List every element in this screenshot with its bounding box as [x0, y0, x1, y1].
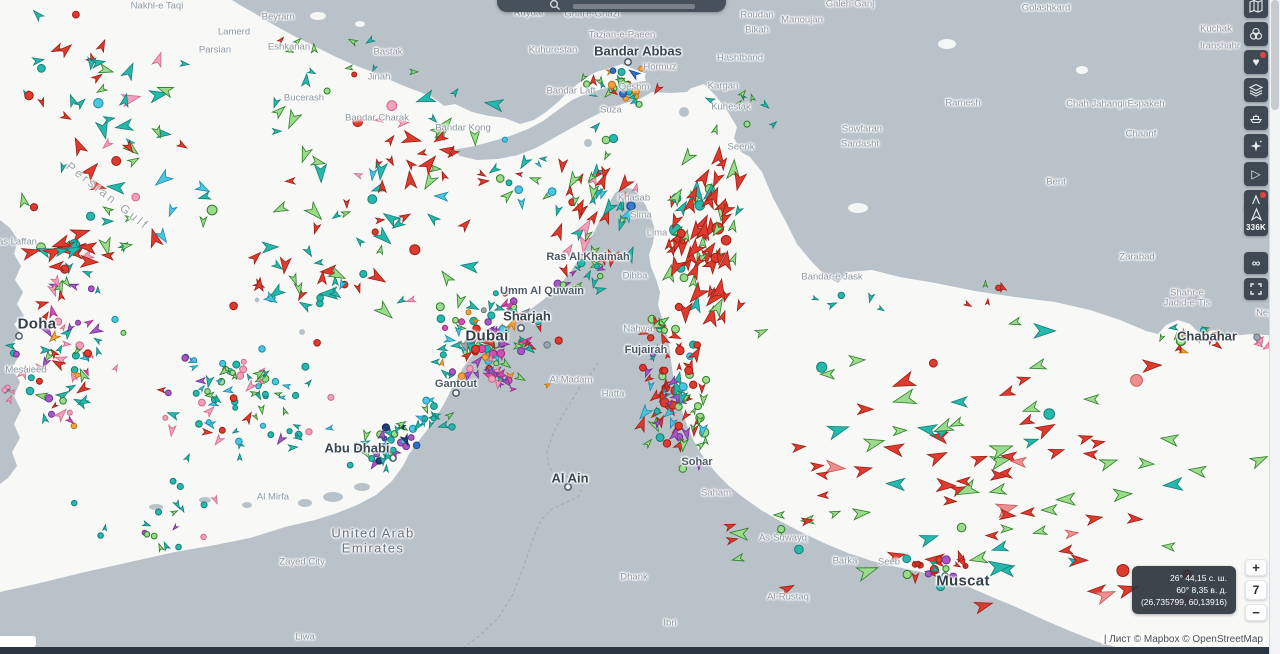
- island: [354, 483, 370, 491]
- blend-layers-button[interactable]: [1244, 22, 1268, 46]
- island: [299, 329, 305, 335]
- island: [199, 497, 211, 503]
- decimal-coordinates: (26,735799, 60,13916): [1140, 597, 1227, 607]
- cursor-arrow-icon: [1250, 207, 1262, 222]
- vessel-count: 336K: [1246, 223, 1266, 232]
- search-input[interactable]: [573, 4, 695, 9]
- zoom-in-button[interactable]: +: [1245, 559, 1267, 576]
- heart-icon: ♥: [1252, 55, 1260, 69]
- layers-icon: [1248, 83, 1264, 97]
- map-book-icon: [1249, 0, 1263, 13]
- map-book-button[interactable]: [1244, 0, 1268, 18]
- map-toolbar: ♥ ▷: [1244, 0, 1268, 214]
- island: [323, 492, 343, 502]
- chabahar-vessel: [1175, 335, 1187, 347]
- coordinates-readout: 26° 44,15 с. ш. 60° 8,35 в. д. (26,73579…: [1131, 566, 1236, 614]
- island: [298, 499, 312, 507]
- island: [254, 297, 260, 303]
- larak-island: [679, 107, 689, 117]
- longitude-value: 60° 8,35 в. д.: [1176, 585, 1227, 595]
- sparkle-button[interactable]: [1244, 134, 1268, 158]
- lakes: [310, 12, 1088, 213]
- search-icon: [549, 0, 561, 11]
- fleet-ship-icon: [1250, 114, 1262, 124]
- notification-badge: [1260, 52, 1266, 58]
- khasab-vessel: [626, 201, 636, 211]
- search-bar[interactable]: [497, 0, 726, 12]
- special-vessel-markers[interactable]: [626, 201, 1187, 347]
- layers-button[interactable]: [1244, 78, 1268, 102]
- play-icon: ▷: [1251, 167, 1261, 181]
- vessel-count-control[interactable]: 336K: [1244, 204, 1268, 236]
- infinity-button[interactable]: ∞: [1244, 252, 1268, 274]
- blend-layers-icon: [1249, 27, 1263, 40]
- fullscreen-button[interactable]: [1244, 278, 1268, 300]
- land-arabian-peninsula: [0, 187, 1145, 654]
- island: [242, 502, 252, 508]
- scrollbar-thumb[interactable]: [1271, 0, 1279, 110]
- infinity-icon: ∞: [1251, 256, 1261, 270]
- sparkle-icon: [1250, 140, 1262, 152]
- fleet-ship-button[interactable]: [1244, 106, 1268, 130]
- country-border: [451, 362, 599, 654]
- zoom-out-button[interactable]: −: [1245, 604, 1267, 621]
- hormuz-island: [645, 71, 657, 83]
- hengam-island: [584, 139, 592, 147]
- ship-markers-layer[interactable]: [1, 8, 1274, 615]
- zoom-level: 7: [1245, 580, 1267, 600]
- land-iran: [232, 0, 1280, 336]
- latitude-value: 26° 44,15 с. ш.: [1169, 573, 1227, 583]
- port-dots: [15, 58, 949, 580]
- notification-badge: [1260, 192, 1266, 198]
- playback-button[interactable]: ▷: [1244, 162, 1268, 186]
- logo-card: [0, 636, 36, 647]
- page-scrollbar[interactable]: [1269, 0, 1280, 654]
- map-attribution[interactable]: | Лист © Mapbox © OpenStreetMap: [1100, 634, 1266, 645]
- fullscreen-icon: [1250, 283, 1262, 295]
- favorites-heart-button[interactable]: ♥: [1244, 50, 1268, 74]
- zoom-control: + 7 −: [1245, 559, 1267, 621]
- bottom-bar: [0, 647, 1280, 654]
- island: [149, 504, 163, 510]
